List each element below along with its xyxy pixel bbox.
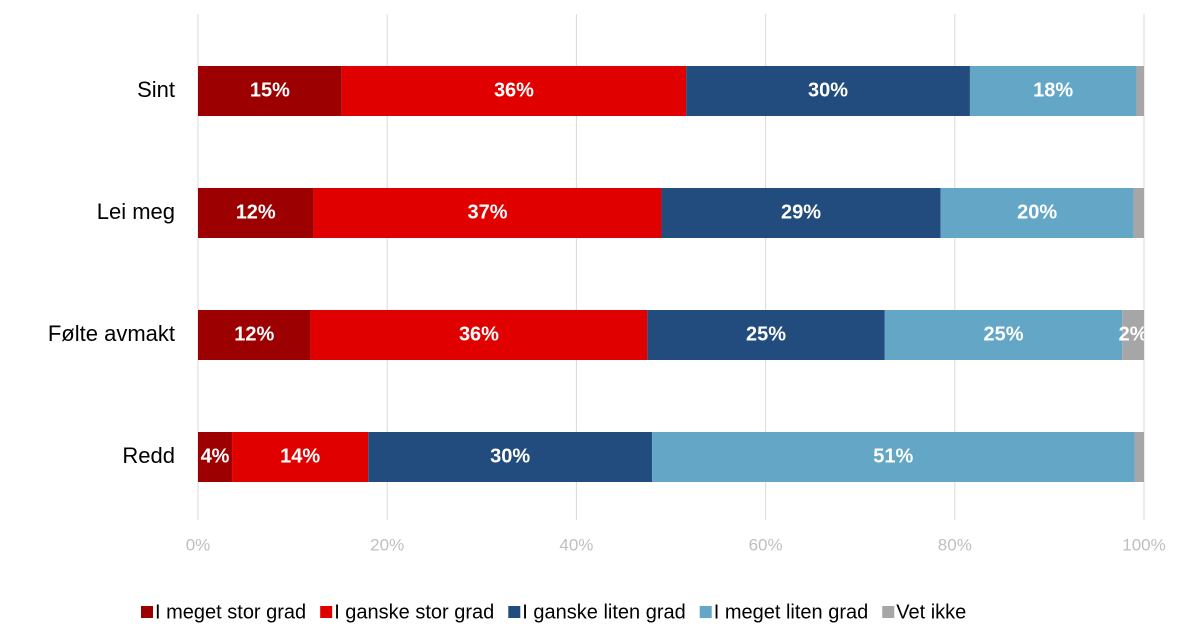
y-tick-label: Redd [122, 443, 175, 468]
legend-label: I ganske liten grad [522, 601, 685, 623]
bar-segment [1133, 188, 1144, 238]
bar-segment [313, 188, 662, 238]
data-label: 29% [781, 201, 821, 223]
y-tick-label: Følte avmakt [48, 321, 175, 346]
legend-swatch [699, 606, 712, 618]
data-label: 12% [236, 201, 276, 223]
bar-segment [969, 66, 1137, 116]
legend-swatch [141, 606, 153, 618]
bar-segment [198, 432, 233, 482]
bar-segment [232, 432, 369, 482]
y-tick-label: Sint [137, 77, 175, 102]
bar-segment [686, 66, 970, 116]
legend-swatch [508, 606, 521, 618]
bar-segment [310, 310, 648, 360]
legend-label: I meget liten grad [714, 601, 869, 623]
bar-segment [1134, 432, 1144, 482]
bar-segment [647, 310, 885, 360]
legend-label: I meget stor grad [155, 601, 306, 623]
x-tick-label: 80% [938, 535, 972, 554]
data-label: 37% [467, 201, 507, 223]
legend-swatch [320, 606, 333, 618]
plot: 15% 36% 30% 18% 12% 37% 29% 20% 12% 36% 25% 25% 2% 4%… [198, 66, 1148, 482]
x-tick-label: 0% [186, 535, 211, 554]
bar-segment [368, 432, 653, 482]
y-tick-label: Lei meg [97, 199, 175, 224]
x-tick-label: 60% [749, 535, 783, 554]
bar-segment [198, 66, 342, 116]
data-label: 20% [1017, 201, 1057, 223]
data-label: 25% [984, 323, 1024, 345]
data-label: 12% [234, 323, 274, 345]
data-label: 18% [1033, 79, 1073, 101]
data-label: 36% [494, 79, 534, 101]
legend-swatch [882, 606, 895, 618]
bar-segment [940, 188, 1134, 238]
bar-segment [1136, 66, 1144, 116]
data-label: 4% [201, 445, 230, 467]
data-label: 36% [459, 323, 499, 345]
bar-segment [341, 66, 687, 116]
bar-segment [661, 188, 941, 238]
x-tick-label: 40% [559, 535, 593, 554]
data-label: 30% [490, 445, 530, 467]
data-label: 25% [746, 323, 786, 345]
data-label: 51% [873, 445, 913, 467]
bar-segment [198, 310, 311, 360]
bar-segment [1122, 310, 1144, 360]
data-label: 15% [250, 79, 290, 101]
legend-label: I ganske stor grad [334, 601, 494, 623]
data-label: 2% [1119, 323, 1148, 345]
data-label: 30% [808, 79, 848, 101]
data-label: 14% [280, 445, 320, 467]
bar-segment [198, 188, 314, 238]
bar-segment [884, 310, 1123, 360]
bar-segment [652, 432, 1135, 482]
x-tick-label: 100% [1122, 535, 1165, 554]
legend-label: Vet ikke [896, 601, 966, 623]
x-tick-label: 20% [370, 535, 404, 554]
